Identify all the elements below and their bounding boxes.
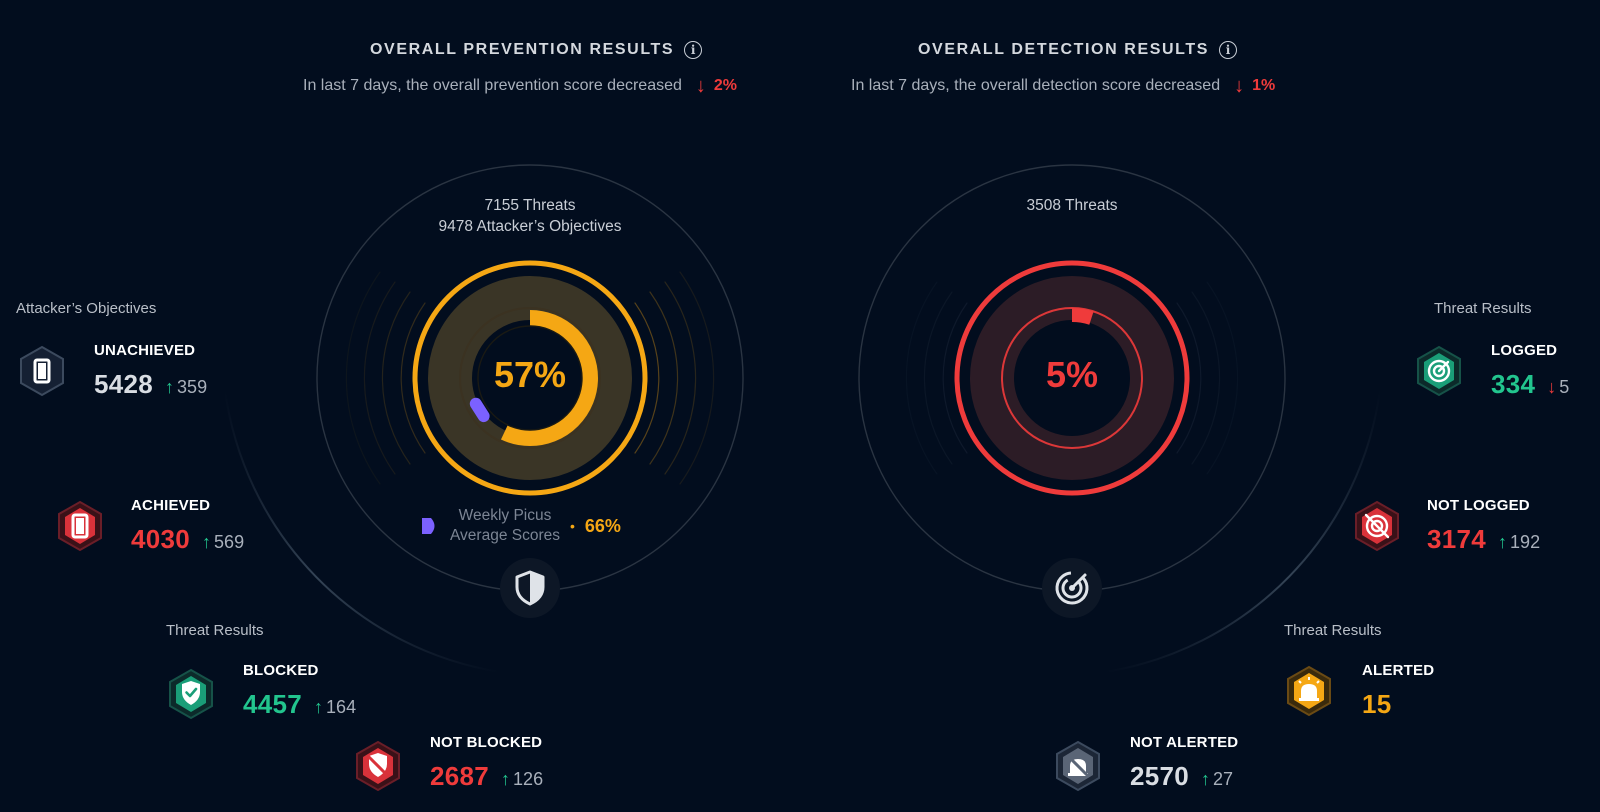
metric-not-logged[interactable]: NOT LOGGED 3174 ↑ 192 bbox=[1427, 497, 1541, 554]
arrow-down-icon: ↓ bbox=[695, 74, 706, 97]
weekly-average-marker bbox=[469, 397, 490, 423]
metric-alerted[interactable]: ALERTED 15 bbox=[1362, 662, 1435, 719]
arrow-down-icon: ↓ bbox=[1547, 377, 1557, 397]
not-logged-hex-icon bbox=[1355, 500, 1399, 552]
arrow-up-icon: ↑ bbox=[314, 697, 324, 717]
metric-not-blocked[interactable]: NOT BLOCKED 2687 ↑ 126 bbox=[430, 734, 544, 791]
metric-logged[interactable]: LOGGED 334 ↓ 5 bbox=[1491, 342, 1570, 399]
metric-blocked[interactable]: BLOCKED 4457 ↑ 164 bbox=[243, 662, 357, 719]
prevention-subtitle: In last 7 days, the overall prevention s… bbox=[303, 74, 738, 97]
arrow-down-icon: ↓ bbox=[1234, 74, 1245, 97]
right-sweep-arc bbox=[1104, 389, 1381, 673]
not-alerted-hex-icon bbox=[1056, 740, 1100, 792]
objectives-group-label: Attacker’s Objectives bbox=[16, 300, 157, 317]
metric-not-alerted[interactable]: NOT ALERTED 2570 ↑ 27 bbox=[1130, 734, 1239, 791]
arrow-up-icon: ↑ bbox=[165, 377, 175, 397]
metric-unachieved[interactable]: UNACHIEVED 5428 ↑ 359 bbox=[94, 342, 208, 399]
prevention-title: OVERALL PREVENTION RESULTS i bbox=[370, 38, 703, 62]
prevention-threat-group-label: Threat Results bbox=[166, 622, 264, 639]
target-icon-badge bbox=[1042, 558, 1102, 618]
detection-title: OVERALL DETECTION RESULTS i bbox=[918, 38, 1237, 62]
prevention-gauge bbox=[316, 164, 744, 592]
unachieved-hex-icon bbox=[20, 345, 64, 397]
detection-score: 5% bbox=[1045, 354, 1099, 395]
detection-threat-count: 3508 Threats bbox=[1026, 197, 1118, 214]
detection-threat-group-label-top: Threat Results bbox=[1434, 300, 1532, 317]
arrow-up-icon: ↑ bbox=[202, 532, 212, 552]
not-blocked-hex-icon bbox=[356, 740, 400, 792]
info-icon[interactable]: i bbox=[1218, 41, 1237, 59]
detection-track bbox=[970, 276, 1174, 480]
left-sweep-arc bbox=[224, 389, 501, 673]
detection-threat-group-label-bottom: Threat Results bbox=[1284, 622, 1382, 639]
detection-subtitle: In last 7 days, the overall detection sc… bbox=[851, 74, 1276, 97]
alerted-hex-icon bbox=[1287, 665, 1331, 717]
prevention-score-arc bbox=[462, 310, 598, 446]
prevention-threat-count: 7155 Threats 9478 Attacker’s Objectives bbox=[438, 197, 622, 235]
metric-achieved[interactable]: ACHIEVED 4030 ↑ 569 bbox=[131, 497, 245, 554]
prevention-outer-ring bbox=[412, 260, 648, 496]
weekly-average: Weekly Picus Average Scores • 66% bbox=[418, 506, 621, 546]
target-icon bbox=[1055, 571, 1089, 605]
play-icon bbox=[422, 518, 435, 534]
info-icon[interactable]: i bbox=[684, 41, 703, 59]
arrow-up-icon: ↑ bbox=[1201, 769, 1211, 789]
arrow-up-icon: ↑ bbox=[501, 769, 511, 789]
prevention-track bbox=[428, 276, 632, 480]
prevention-score: 57% bbox=[493, 354, 567, 395]
logged-hex-icon bbox=[1417, 345, 1461, 397]
shield-icon-badge bbox=[500, 558, 560, 618]
detection-outer-ring bbox=[954, 260, 1190, 496]
arrow-up-icon: ↑ bbox=[1498, 532, 1508, 552]
detection-gauge bbox=[858, 164, 1286, 592]
shield-icon bbox=[515, 570, 545, 606]
achieved-hex-icon bbox=[58, 500, 102, 552]
detection-score-arc bbox=[1002, 308, 1142, 448]
blocked-hex-icon bbox=[169, 668, 213, 720]
